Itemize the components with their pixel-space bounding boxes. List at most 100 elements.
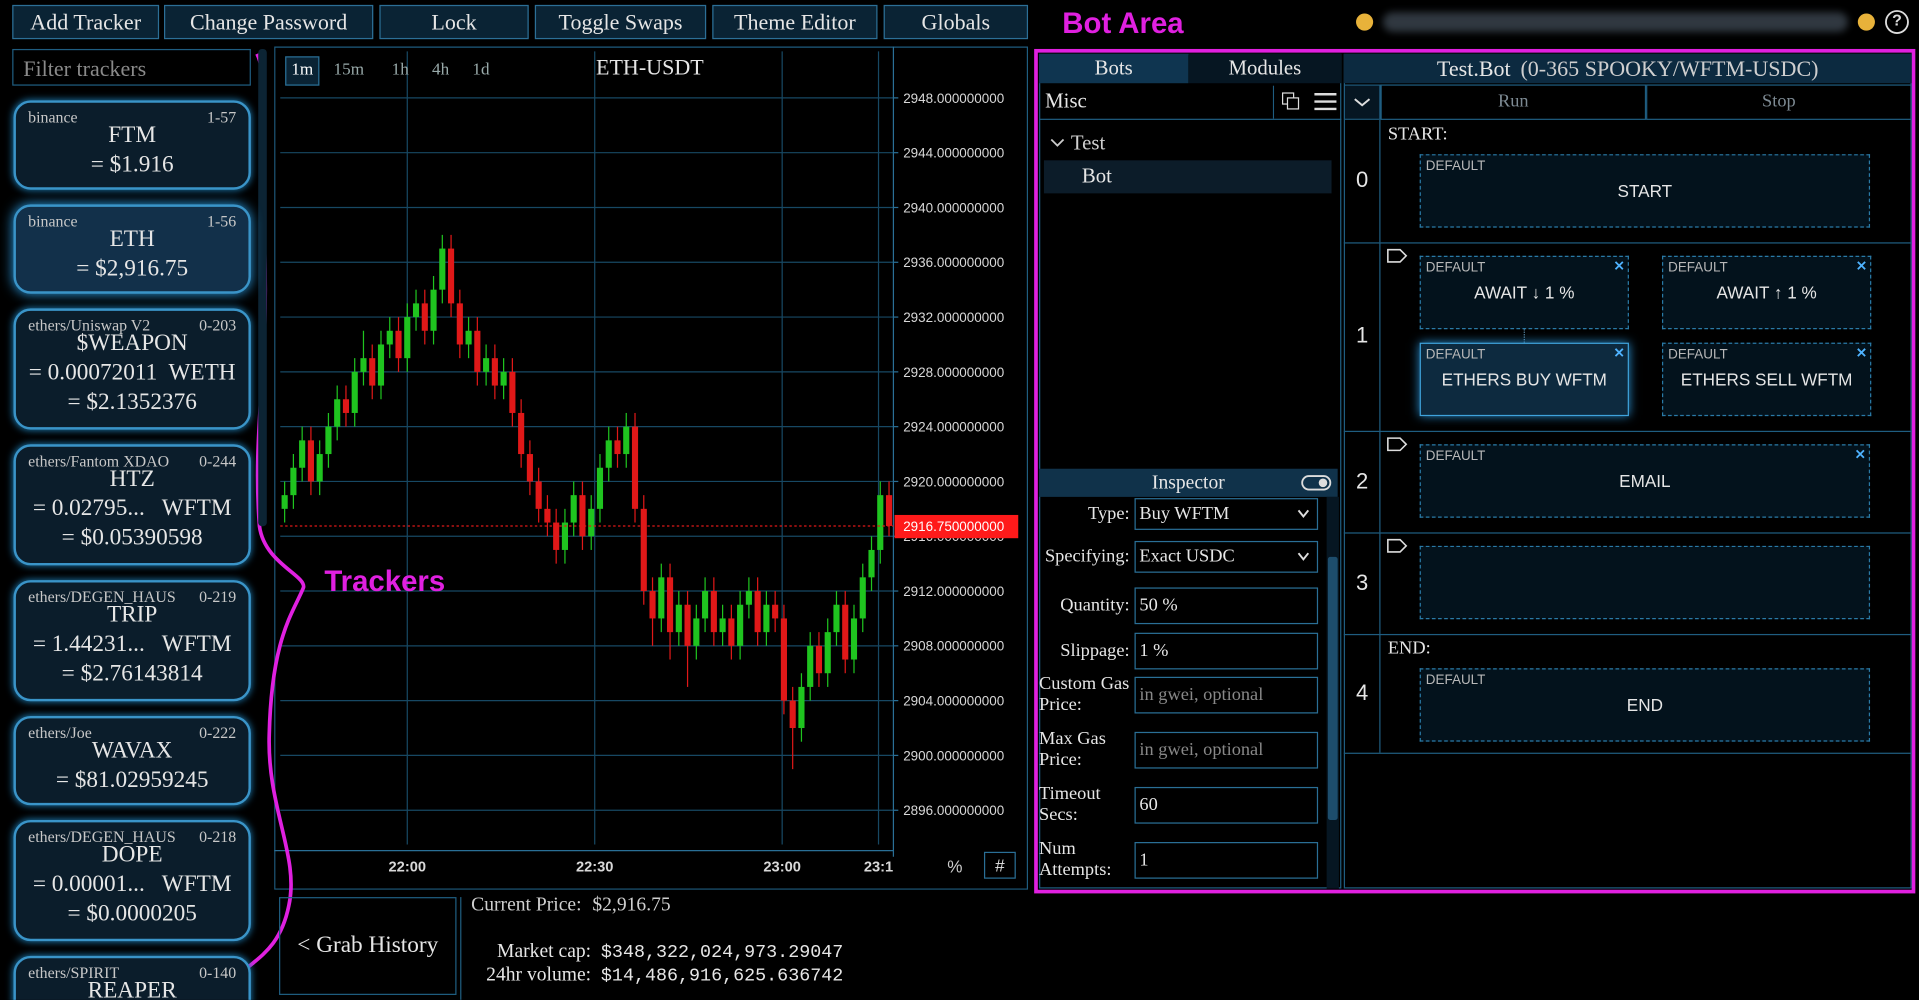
tracker-card[interactable]: ethers/Uniswap V2 0-203 $WEAPON = 0.0007201… [13, 308, 251, 430]
nav-button[interactable]: Add Tracker [12, 4, 160, 40]
text-input[interactable]: 1 [1134, 842, 1319, 879]
action-block[interactable]: DEFAULT ETHERS BUY WFTM [1419, 342, 1629, 417]
text-input[interactable]: 1 % [1134, 632, 1319, 670]
candle-body [780, 618, 787, 701]
row-index: 0 [1356, 167, 1369, 193]
candle-body [281, 495, 288, 509]
action-block[interactable]: DEFAULT START [1419, 154, 1871, 228]
field-label-text: Timeout Secs: [1039, 784, 1101, 825]
tracker-card[interactable]: ethers/Fantom XDAO 0-244 HTZ = 0.02795... W… [13, 444, 251, 566]
field-label: Custom Gas Price: [1039, 669, 1130, 720]
field-label-text: Slippage: [1060, 640, 1130, 661]
candle-body [360, 358, 367, 372]
bot-action[interactable]: Stop [1646, 84, 1912, 120]
candle-body [500, 371, 507, 386]
y-tick-label: 2904.000000000 [903, 694, 1004, 709]
tracker-price: = $0.05390598 [61, 525, 203, 551]
nav-button[interactable]: Globals [883, 4, 1029, 40]
candle-body [491, 358, 498, 386]
tree-chevron [1050, 138, 1065, 147]
text-input[interactable]: in gwei, optional [1134, 731, 1319, 769]
y-tick-label: 2932.000000000 [903, 310, 1004, 325]
empty-block[interactable] [1419, 545, 1871, 620]
panel-tab[interactable]: Bots [1039, 53, 1189, 84]
block-text: START [1617, 181, 1673, 201]
timeframe-button[interactable]: 1h [391, 61, 409, 80]
action-block[interactable]: DEFAULT END [1419, 668, 1871, 742]
row-separator [1343, 242, 1912, 244]
y-tick-label: 2936.000000000 [903, 255, 1004, 270]
candle-body [553, 522, 560, 550]
timeframe-button[interactable]: 15m [333, 61, 365, 80]
candle-body [789, 700, 796, 729]
action-block[interactable]: DEFAULT EMAIL [1419, 444, 1871, 518]
tracker-card[interactable]: ethers/DEGEN_HAUS 0-218 DOPE = 0.00001... W… [13, 819, 251, 942]
candle-body [483, 358, 490, 372]
row-index: 1 [1356, 323, 1369, 348]
candle-body [439, 248, 446, 290]
current-price-tag [894, 514, 1019, 539]
candle-body [824, 632, 831, 674]
tracker-card[interactable]: binance 1-57 FTM = $1.916 [13, 100, 251, 190]
tracker-price: = $81.02959245 [55, 767, 209, 794]
tracker-price: = $1.916 [90, 151, 174, 178]
text-input[interactable]: 60 [1134, 786, 1319, 824]
timeframe-button[interactable]: 1m [285, 56, 320, 86]
tracker-card[interactable]: ethers/Joe 0-222 WAVAX = $81.02959245 [13, 715, 251, 806]
candle-body [316, 454, 323, 482]
folder-header[interactable]: Misc [1039, 84, 1342, 120]
close-icon [1614, 348, 1624, 357]
field-label-text: Custom Gas Price: [1039, 674, 1130, 715]
timeframe-button[interactable]: 1d [472, 61, 490, 80]
nav-button[interactable]: Theme Editor [712, 4, 878, 40]
text-input[interactable]: in gwei, optional [1134, 676, 1319, 714]
nav-button[interactable]: Toggle Swaps [534, 4, 707, 40]
tracker-card[interactable]: ethers/SPIRIT 0-140 REAPER [13, 955, 251, 1000]
bot-action[interactable]: Run [1380, 84, 1647, 120]
grab-history-button[interactable]: < Grab History [279, 897, 457, 995]
grid-toggle[interactable]: # [983, 851, 1016, 879]
y-tick-label: 2896.000000000 [903, 803, 1004, 818]
tracker-name: ETH [109, 226, 155, 253]
tracker-card[interactable]: ethers/DEGEN_HAUS 0-219 TRIP = 1.44231... W… [13, 580, 251, 702]
current-price-value: $2,916.75 [592, 894, 671, 916]
row-separator [1343, 752, 1912, 754]
text-input[interactable]: 50 % [1134, 587, 1319, 625]
sidebar-scrollbar [258, 48, 267, 527]
select-chevron [1297, 509, 1310, 519]
nav-button[interactable]: Change Password [163, 4, 374, 40]
candle-body [728, 618, 735, 646]
panel-tab[interactable]: Modules [1188, 53, 1342, 84]
inspector-header: Inspector [1039, 468, 1338, 497]
filter-input[interactable]: Filter trackers [12, 48, 251, 86]
candle-body [509, 371, 516, 413]
action-block[interactable]: DEFAULT AWAIT ↑ 1 % [1661, 255, 1872, 330]
select-input[interactable]: Exact USDC [1134, 540, 1319, 573]
percent-toggle[interactable]: % [947, 856, 963, 877]
tree-item[interactable]: Bot [1043, 160, 1332, 194]
candle-body [772, 604, 779, 619]
action-block[interactable]: DEFAULT ETHERS SELL WFTM [1661, 342, 1872, 417]
candle-body [588, 508, 595, 537]
block-tag: DEFAULT [1425, 449, 1486, 464]
row-index-column [1344, 532, 1381, 634]
row-tag-icon [1387, 437, 1408, 452]
action-block[interactable]: DEFAULT AWAIT ↓ 1 % [1419, 255, 1629, 330]
row-label: END: [1387, 638, 1431, 659]
current-price-label: Current Price: [471, 894, 582, 916]
tracker-card[interactable]: binance 1-56 ETH = $2,916.75 [13, 204, 251, 294]
chart-frame [274, 46, 1029, 890]
tree-folder[interactable]: Test [1070, 130, 1106, 155]
y-tick-label: 2920.000000000 [903, 474, 1004, 489]
candle-body [833, 604, 840, 633]
candle-body [850, 618, 858, 660]
candle-body [859, 577, 866, 619]
nav-button[interactable]: Lock [379, 4, 529, 40]
row-index-column [1344, 119, 1381, 243]
tracker-price: = $0.0000205 [67, 900, 197, 927]
select-input[interactable]: Buy WFTM [1134, 498, 1319, 530]
candle-body [535, 481, 542, 509]
tracker-name: FTM [108, 122, 157, 149]
field-label: Num Attempts: [1039, 835, 1130, 886]
timeframe-button[interactable]: 4h [432, 61, 450, 80]
